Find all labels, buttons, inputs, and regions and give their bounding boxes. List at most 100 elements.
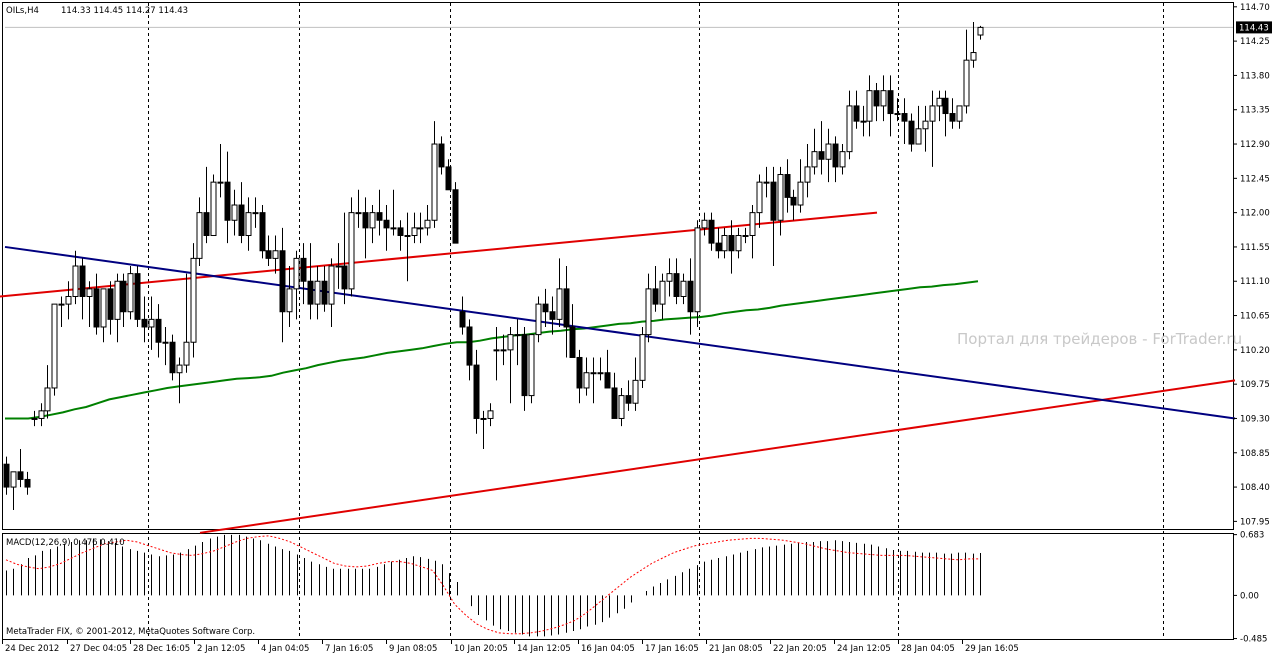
candle [977, 25, 984, 40]
candle-body [107, 288, 114, 320]
candle [438, 136, 445, 175]
candle [307, 243, 314, 320]
candle [721, 227, 728, 259]
date-tick-label: 28 Dec 16:05 [133, 644, 190, 654]
candle-body [397, 227, 404, 237]
candle [162, 326, 169, 366]
candle [376, 189, 383, 236]
candle [459, 296, 466, 335]
price-tick-label: 108.85 [1240, 449, 1270, 459]
candle-body [576, 356, 583, 389]
candle-body [735, 235, 742, 252]
candle-body [335, 265, 342, 268]
candle [652, 266, 659, 312]
candle-body [58, 303, 65, 306]
price-tick-label: 111.10 [1240, 277, 1270, 287]
price-panel[interactable] [2, 2, 1234, 530]
price-tick-label: 110.65 [1240, 312, 1270, 322]
candle [417, 212, 424, 244]
candle [487, 403, 494, 427]
trendline[interactable] [4, 245, 1236, 420]
macd-tick-label: 0.00 [1240, 591, 1259, 601]
candle-body [3, 463, 10, 488]
candle-body [17, 471, 24, 480]
candle [963, 29, 970, 114]
candle-body [749, 212, 756, 237]
candle [183, 273, 190, 373]
candle [535, 296, 542, 343]
candle-body [818, 151, 825, 160]
candle [348, 197, 355, 297]
candle [514, 319, 521, 366]
candle-body [873, 90, 880, 107]
candle-body [376, 212, 383, 221]
candle [404, 212, 411, 282]
candle [203, 166, 210, 244]
date-tick-label: 10 Jan 20:05 [454, 644, 508, 654]
candle-body [79, 265, 86, 297]
copyright-label: MetaTrader FIX, © 2001-2012, MetaQuotes … [6, 627, 255, 637]
date-tick-label: 24 Jan 12:05 [837, 644, 891, 654]
candle-body [466, 326, 473, 366]
candle-body [114, 280, 121, 320]
candle-body [936, 97, 943, 107]
candle [549, 296, 556, 335]
candle-body [521, 334, 528, 397]
candle [811, 128, 818, 175]
date-axis: 24 Dec 2012 27 Dec 04:05 28 Dec 16:05 2 Jan… [2, 640, 1019, 654]
candle-body [190, 257, 197, 343]
candle-body [673, 273, 680, 297]
candle-body [839, 151, 846, 168]
candle [825, 128, 832, 183]
candle [424, 205, 431, 236]
price-channel[interactable] [0, 211, 1236, 534]
candles[interactable] [3, 22, 984, 510]
candle [127, 266, 134, 320]
candle [169, 334, 176, 381]
date-tick-label: 14 Jan 12:05 [517, 644, 571, 654]
candle-body [915, 128, 922, 145]
candle [107, 281, 114, 335]
candle-body [645, 288, 652, 336]
candle-body [120, 280, 127, 313]
candle-body [687, 280, 694, 313]
candle-body [417, 227, 424, 230]
candle-body [355, 212, 362, 215]
macd-panel[interactable] [2, 533, 1234, 640]
candle-body [321, 280, 328, 305]
candle-body [929, 105, 936, 122]
candle [742, 227, 749, 244]
candle [922, 105, 929, 152]
price-tick-label: 110.20 [1240, 346, 1270, 356]
candle [832, 136, 839, 183]
candle-body [134, 273, 141, 320]
candle [431, 121, 438, 228]
candle [293, 250, 300, 320]
candle [576, 349, 583, 404]
candle-body [452, 189, 459, 244]
price-tick-label: 112.00 [1240, 209, 1270, 219]
candle-body [38, 410, 45, 419]
candle-body [65, 295, 72, 305]
candle [507, 326, 514, 404]
candle [915, 105, 922, 145]
candle-body [949, 113, 956, 122]
candle-body [618, 395, 625, 419]
candle-body [549, 311, 556, 320]
candle [155, 304, 162, 358]
candle [79, 258, 86, 320]
candle [72, 250, 79, 305]
price-tick-label: 112.45 [1240, 174, 1270, 184]
candle-body [563, 288, 570, 328]
candle-body [390, 227, 397, 230]
candle [763, 166, 770, 198]
candle [804, 144, 811, 198]
price-axis: 114.70 114.25 113.80 113.35 112.90 112.45 112.… [1233, 3, 1270, 527]
candle-body [721, 235, 728, 252]
candle [887, 75, 894, 137]
candle [929, 90, 936, 167]
candle-body [894, 113, 901, 116]
candle-body [348, 212, 355, 290]
candle [397, 220, 404, 251]
current-price-label: 114.43 [1236, 21, 1272, 34]
